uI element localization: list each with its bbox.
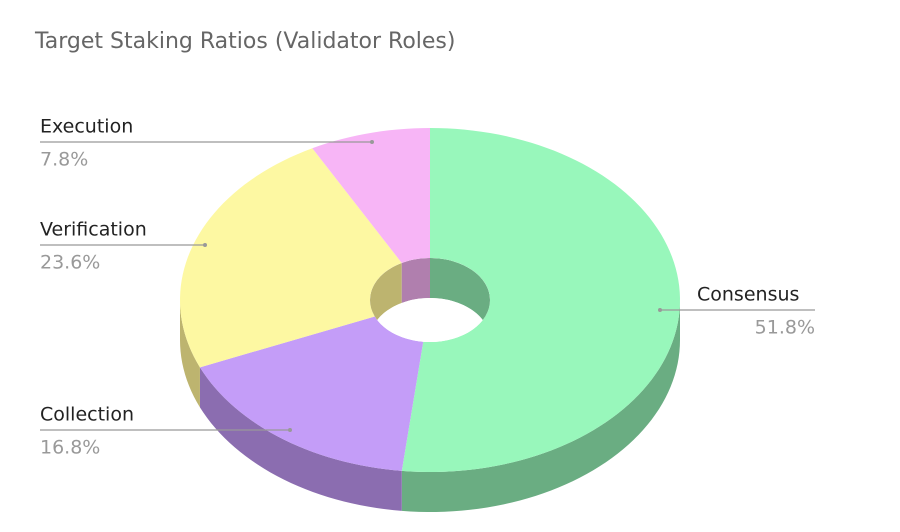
slice-top [199,316,424,471]
pie [180,128,680,512]
slice-side [199,367,402,511]
slice [312,128,430,263]
slice-value: 16.8% [40,437,100,459]
hole-wall [370,262,402,340]
slice-top [401,128,680,472]
leader-dot [288,428,292,432]
hole-wall [401,258,430,303]
slice [199,316,424,511]
slice-label: Consensus [697,284,799,306]
leader-dot [203,243,207,247]
hole-bottom [370,298,490,342]
hole-wall [430,258,490,340]
leader-dot [658,308,662,312]
slice-value: 23.6% [40,252,100,274]
slice-label: Collection [40,404,134,426]
slice-top [312,128,430,263]
hole [370,258,490,342]
slice-label: Verification [40,219,147,241]
chart-title: Target Staking Ratios (Validator Roles) [34,29,455,54]
slice-value: 7.8% [40,149,88,171]
leader-dot [370,140,374,144]
slice-label: Execution [40,116,133,138]
slice-value: 51.8% [755,317,815,339]
slice-side [180,300,200,408]
slice [180,148,402,408]
slice [401,128,680,512]
slice-side [401,300,680,512]
slice-top [180,148,402,368]
